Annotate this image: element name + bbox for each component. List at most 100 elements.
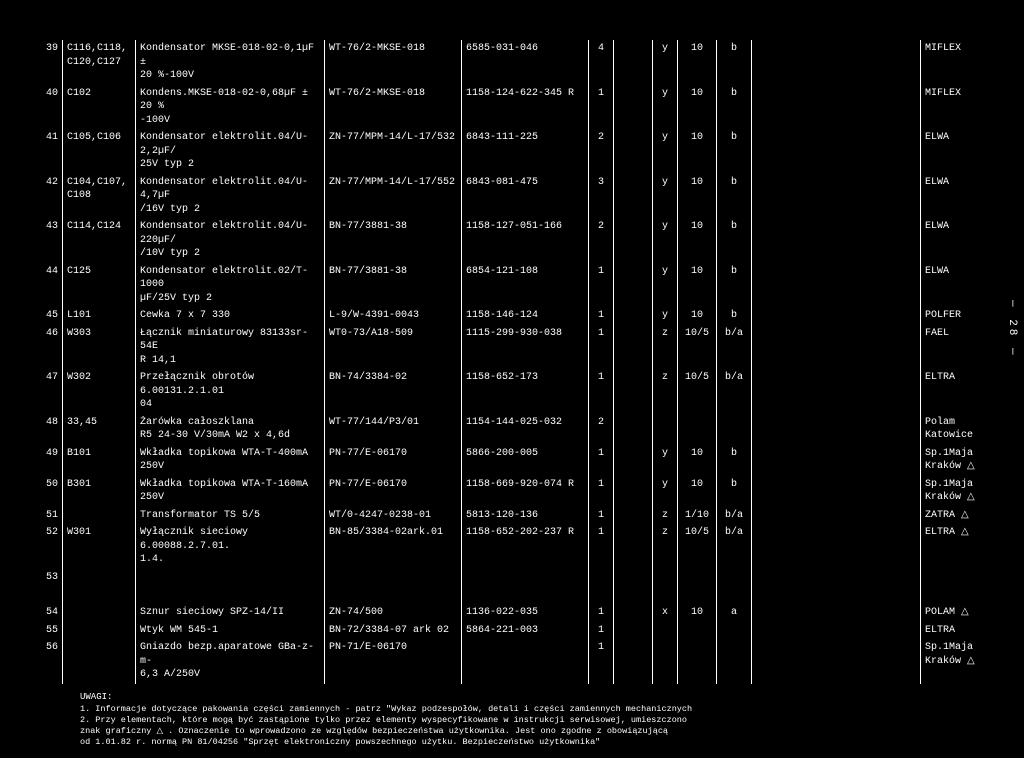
cell-c6 [614, 569, 653, 587]
cell-c8: 1/10 [678, 507, 717, 525]
cell-desc: Kondensator elektrolit.04/U-2,2µF/ 25V t… [136, 129, 325, 174]
cell-c8: 10 [678, 604, 717, 622]
cell-spacer [63, 586, 136, 604]
cell-col4: 1154-144-025-032 [462, 414, 589, 445]
cell-c9: b [717, 263, 752, 308]
cell-c10 [752, 40, 921, 85]
cell-c7 [653, 622, 678, 640]
cell-c6 [614, 40, 653, 85]
notes-line: 1. Informacje dotyczące pakowania części… [80, 704, 720, 715]
cell-col3: BN-77/3881-38 [325, 263, 462, 308]
cell-c9: b [717, 129, 752, 174]
cell-ref: 33,45 [63, 414, 136, 445]
cell-c9: b/a [717, 325, 752, 370]
cell-col4: 5866-200-005 [462, 445, 589, 476]
page-number: — 28 — [1006, 300, 1018, 358]
cell-c7 [653, 414, 678, 445]
cell-c8: 10/5 [678, 369, 717, 414]
cell-col4 [462, 569, 589, 587]
cell-ref: C114,C124 [63, 218, 136, 263]
cell-col4: 6843-111-225 [462, 129, 589, 174]
cell-c5: 1 [589, 476, 614, 507]
cell-ref: B301 [63, 476, 136, 507]
table-row: 40C102Kondens.MKSE-018-02-0,68µF ± 20 % … [30, 85, 997, 130]
table-row: 52W301Wyłącznik sieciowy 6.00088.2.7.01.… [30, 524, 997, 569]
cell-n: 43 [30, 218, 63, 263]
cell-c5: 3 [589, 174, 614, 219]
cell-c6 [614, 369, 653, 414]
cell-c5: 2 [589, 129, 614, 174]
cell-c10 [752, 414, 921, 445]
cell-col3: ZN-77/MPM-14/L-17/532 [325, 129, 462, 174]
cell-col4: 1158-652-173 [462, 369, 589, 414]
cell-c5 [589, 569, 614, 587]
cell-c11: Polam Katowice [921, 414, 998, 445]
cell-c11: POLFER [921, 307, 998, 325]
cell-c8 [678, 569, 717, 587]
cell-c10 [752, 569, 921, 587]
cell-n: 44 [30, 263, 63, 308]
cell-c7: y [653, 218, 678, 263]
cell-c6 [614, 85, 653, 130]
cell-c11: ELTRA △ [921, 524, 998, 569]
cell-desc: Wyłącznik sieciowy 6.00088.2.7.01. 1.4. [136, 524, 325, 569]
cell-n: 55 [30, 622, 63, 640]
cell-desc: Wkładka topikowa WTA-T-400mA 250V [136, 445, 325, 476]
cell-desc [136, 569, 325, 587]
cell-c9 [717, 622, 752, 640]
cell-c8: 10 [678, 445, 717, 476]
cell-c10 [752, 307, 921, 325]
cell-c5: 1 [589, 622, 614, 640]
cell-c11: POLAM △ [921, 604, 998, 622]
cell-n: 54 [30, 604, 63, 622]
cell-col3: WT-76/2-MKSE-018 [325, 85, 462, 130]
cell-ref: W303 [63, 325, 136, 370]
cell-ref: C102 [63, 85, 136, 130]
cell-c8: 10 [678, 85, 717, 130]
cell-spacer [921, 586, 998, 604]
cell-c9: a [717, 604, 752, 622]
cell-n: 40 [30, 85, 63, 130]
cell-c7 [653, 569, 678, 587]
cell-c11: MIFLEX [921, 40, 998, 85]
cell-col3: BN-72/3384-07 ark 02 [325, 622, 462, 640]
cell-c10 [752, 325, 921, 370]
cell-c8: 10 [678, 218, 717, 263]
cell-c7: y [653, 263, 678, 308]
table-row: 54Sznur sieciowy SPZ-14/IIZN-74/5001136-… [30, 604, 997, 622]
cell-col4: 5813-120-136 [462, 507, 589, 525]
cell-c5: 1 [589, 604, 614, 622]
table-row: 55Wtyk WM 545-1BN-72/3384-07 ark 025864-… [30, 622, 997, 640]
table-row [30, 586, 997, 604]
cell-c11: ELWA [921, 218, 998, 263]
cell-spacer [325, 586, 462, 604]
cell-desc: Przełącznik obrotów 6.00131.2.1.01 04 [136, 369, 325, 414]
cell-c6 [614, 604, 653, 622]
cell-c8: 10/5 [678, 325, 717, 370]
table-row: 56Gniazdo bezp.aparatowe GBa-z-m- 6,3 A/… [30, 639, 997, 684]
cell-n: 41 [30, 129, 63, 174]
cell-c9: b [717, 85, 752, 130]
cell-c7: y [653, 476, 678, 507]
cell-c8: 10 [678, 307, 717, 325]
cell-c6 [614, 476, 653, 507]
cell-c6 [614, 307, 653, 325]
cell-c8 [678, 414, 717, 445]
cell-col3: WT-76/2-MKSE-018 [325, 40, 462, 85]
cell-spacer [30, 586, 63, 604]
cell-c5: 1 [589, 307, 614, 325]
table-row: 43C114,C124Kondensator elektrolit.04/U-2… [30, 218, 997, 263]
cell-c11: ELTRA [921, 369, 998, 414]
cell-c7: y [653, 174, 678, 219]
cell-c9: b [717, 476, 752, 507]
cell-c5: 1 [589, 263, 614, 308]
cell-col4: 1136-022-035 [462, 604, 589, 622]
cell-c11: ELTRA [921, 622, 998, 640]
cell-c10 [752, 507, 921, 525]
cell-c7: y [653, 445, 678, 476]
notes-block: UWAGI: 1. Informacje dotyczące pakowania… [80, 692, 720, 749]
cell-spacer [717, 586, 752, 604]
cell-n: 51 [30, 507, 63, 525]
cell-n: 46 [30, 325, 63, 370]
cell-c9 [717, 569, 752, 587]
